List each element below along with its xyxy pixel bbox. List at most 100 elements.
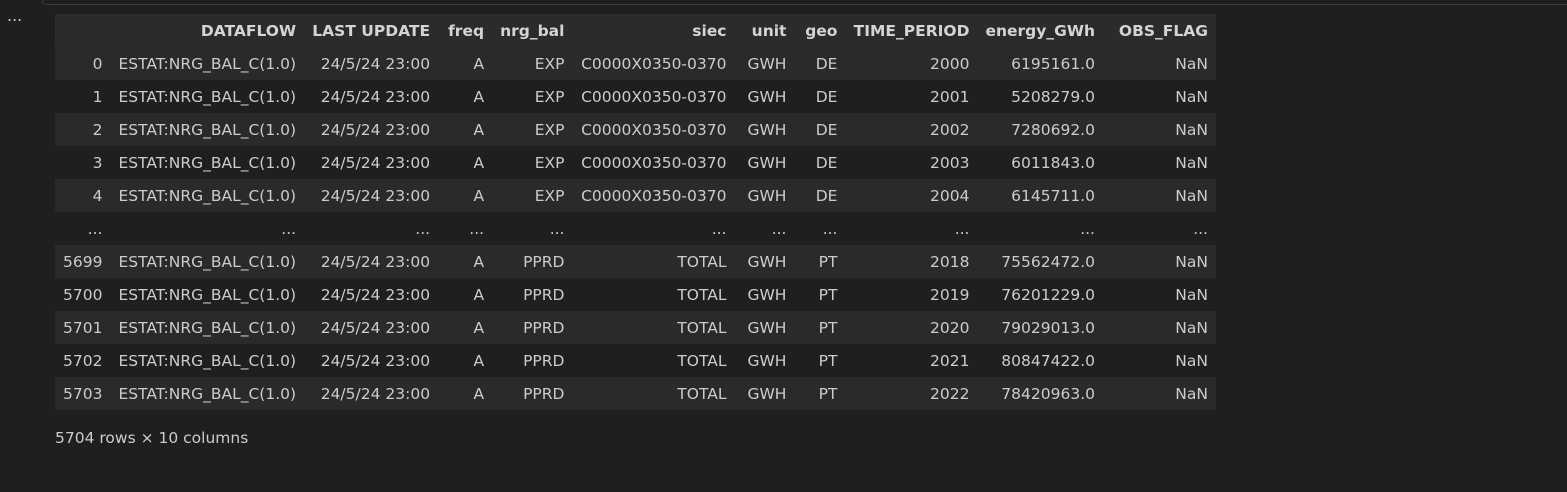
cell-freq: A	[473, 54, 485, 73]
cell-time-period: 2003	[930, 153, 970, 172]
cell-nrg-bal: PPRD	[523, 318, 565, 337]
cell-siec: C0000X0350-0370	[581, 120, 727, 139]
cell-unit: GWH	[747, 285, 787, 304]
cell-energy-gwh: 80847422.0	[1001, 351, 1095, 370]
cell-siec: ...	[711, 219, 727, 238]
column-header-nrg-bal: nrg_bal	[500, 21, 565, 40]
cell-last-update: 24/5/24 23:00	[320, 87, 431, 106]
cell-nrg-bal: PPRD	[523, 384, 565, 403]
cell-geo: PT	[818, 351, 838, 370]
column-header-unit: unit	[751, 21, 787, 40]
table-row: 5699 ESTAT:NRG_BAL_C(1.0) 24/5/24 23:00 A PP…	[55, 245, 1216, 278]
column-header-last-update: LAST UPDATE	[312, 21, 431, 40]
cell-dataflow: ...	[281, 219, 297, 238]
cell-dataflow: ESTAT:NRG_BAL_C(1.0)	[118, 252, 297, 271]
row-index: 1	[92, 87, 103, 106]
cell-nrg-bal: EXP	[534, 120, 565, 139]
cell-nrg-bal: PPRD	[523, 285, 565, 304]
table-row: 5703 ESTAT:NRG_BAL_C(1.0) 24/5/24 23:00 A PP…	[55, 377, 1216, 410]
cell-freq: ...	[469, 219, 485, 238]
cell-time-period: 2001	[930, 87, 970, 106]
cell-energy-gwh: 6011843.0	[1011, 153, 1095, 172]
cell-geo: DE	[815, 87, 838, 106]
row-index: 5700	[63, 285, 103, 304]
cell-siec: C0000X0350-0370	[581, 87, 727, 106]
cell-dataflow: ESTAT:NRG_BAL_C(1.0)	[118, 285, 297, 304]
table-row: 2 ESTAT:NRG_BAL_C(1.0) 24/5/24 23:00 A EXP C0…	[55, 113, 1216, 146]
cell-freq: A	[473, 285, 485, 304]
column-header-freq: freq	[448, 21, 485, 40]
cell-freq: A	[473, 318, 485, 337]
cell-siec: C0000X0350-0370	[581, 153, 727, 172]
cell-energy-gwh: 78420963.0	[1001, 384, 1095, 403]
column-header-time-period: TIME_PERIOD	[853, 21, 970, 40]
column-header-obs-flag: OBS_FLAG	[1118, 21, 1208, 40]
cell-geo: DE	[815, 54, 838, 73]
cell-time-period: 2018	[930, 252, 970, 271]
cell-nrg-bal: EXP	[534, 87, 565, 106]
table-row: 3 ESTAT:NRG_BAL_C(1.0) 24/5/24 23:00 A EXP C0…	[55, 146, 1216, 179]
cell-siec: TOTAL	[677, 351, 727, 370]
cell-obs-flag: NaN	[1175, 120, 1208, 139]
cell-last-update: 24/5/24 23:00	[320, 285, 431, 304]
cell-unit: GWH	[747, 252, 787, 271]
cell-dataflow: ESTAT:NRG_BAL_C(1.0)	[118, 318, 297, 337]
table-row: 4 ESTAT:NRG_BAL_C(1.0) 24/5/24 23:00 A EXP C0…	[55, 179, 1216, 212]
row-index: 5702	[63, 351, 103, 370]
row-index: 5701	[63, 318, 103, 337]
cell-siec: TOTAL	[677, 318, 727, 337]
cell-dataflow: ESTAT:NRG_BAL_C(1.0)	[118, 120, 297, 139]
cell-unit: GWH	[747, 120, 787, 139]
cell-obs-flag: NaN	[1175, 153, 1208, 172]
cell-nrg-bal: EXP	[534, 54, 565, 73]
cell-geo: PT	[818, 285, 838, 304]
row-index: 3	[92, 153, 103, 172]
cell-siec: TOTAL	[677, 285, 727, 304]
cell-obs-flag: NaN	[1175, 384, 1208, 403]
cell-dataflow: ESTAT:NRG_BAL_C(1.0)	[118, 153, 297, 172]
cell-energy-gwh: 76201229.0	[1001, 285, 1095, 304]
table-body: 0 ESTAT:NRG_BAL_C(1.0) 24/5/24 23:00 A EXP C0…	[55, 47, 1216, 410]
cell-freq: A	[473, 384, 485, 403]
cell-last-update: 24/5/24 23:00	[320, 54, 431, 73]
cell-time-period: 2022	[930, 384, 970, 403]
cell-last-update: 24/5/24 23:00	[320, 318, 431, 337]
cell-energy-gwh: 6145711.0	[1011, 186, 1095, 205]
cell-dataflow: ESTAT:NRG_BAL_C(1.0)	[118, 351, 297, 370]
cell-geo: DE	[815, 120, 838, 139]
cell-last-update: 24/5/24 23:00	[320, 120, 431, 139]
table-header: DATAFLOW LAST UPDATE freq nrg_bal siec u…	[55, 14, 1216, 47]
cell-nrg-bal: EXP	[534, 153, 565, 172]
row-index: ...	[87, 219, 103, 238]
cell-geo: DE	[815, 153, 838, 172]
cell-freq: A	[473, 186, 485, 205]
cell-siec: TOTAL	[677, 384, 727, 403]
cell-time-period: 2002	[930, 120, 970, 139]
cell-unit: GWH	[747, 318, 787, 337]
cell-time-period: 2019	[930, 285, 970, 304]
dataframe-table: DATAFLOW LAST UPDATE freq nrg_bal siec u…	[55, 14, 1216, 410]
cell-last-update: 24/5/24 23:00	[320, 153, 431, 172]
column-header-energy-gwh: energy_GWh	[985, 21, 1095, 40]
cell-time-period: 2004	[930, 186, 970, 205]
cell-time-period: 2021	[930, 351, 970, 370]
cell-unit: GWH	[747, 351, 787, 370]
table-row: 5700 ESTAT:NRG_BAL_C(1.0) 24/5/24 23:00 A PP…	[55, 278, 1216, 311]
cell-obs-flag: NaN	[1175, 252, 1208, 271]
cell-energy-gwh: 75562472.0	[1001, 252, 1095, 271]
cell-freq: A	[473, 87, 485, 106]
cell-nrg-bal: ...	[549, 219, 565, 238]
cell-freq: A	[473, 153, 485, 172]
cell-time-period: ...	[954, 219, 970, 238]
cell-geo: ...	[822, 219, 838, 238]
cell-freq: A	[473, 252, 485, 271]
cell-unit: GWH	[747, 153, 787, 172]
row-index: 0	[92, 54, 103, 73]
cell-unit: ...	[771, 219, 787, 238]
cell-energy-gwh: 5208279.0	[1011, 87, 1095, 106]
more-actions-icon[interactable]: ...	[7, 6, 23, 25]
cell-last-update: 24/5/24 23:00	[320, 351, 431, 370]
column-header-siec: siec	[692, 21, 727, 40]
cell-siec: C0000X0350-0370	[581, 186, 727, 205]
cell-last-update: 24/5/24 23:00	[320, 186, 431, 205]
